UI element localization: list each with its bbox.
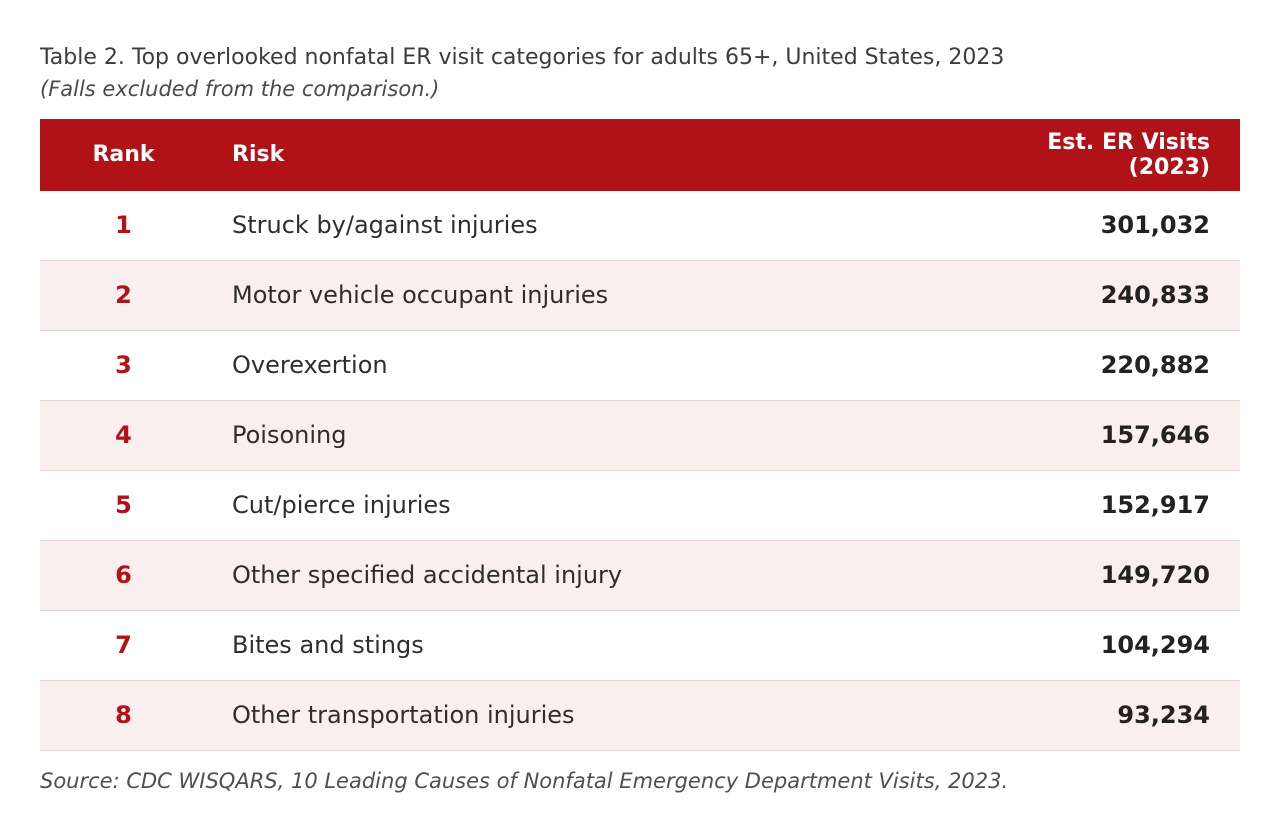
visits-cell: 149,720 [1100,561,1210,590]
rank-cell: 1 [115,211,132,240]
table-body: 1 Struck by/against injuries 301,032 2 Motor… [40,190,1240,751]
rank-cell: 8 [115,701,132,730]
rank-cell: 6 [115,561,132,590]
visits-cell: 104,294 [1100,631,1210,660]
rank-cell: 4 [115,421,132,450]
visits-cell: 220,882 [1100,351,1210,380]
source-note: Source: CDC WISQARS, 10 Leading Causes o… [40,768,1009,793]
page: Table 2. Top overlooked nonfatal ER visi… [40,45,1240,793]
table-row: 4 Poisoning 157,646 [40,400,1240,471]
table-header-row: Rank Risk Est. ER Visits (2023) [40,118,1240,191]
table-title: Table 2. Top overlooked nonfatal ER visi… [40,45,1005,70]
table-row: 1 Struck by/against injuries 301,032 [40,190,1240,261]
table-row: 5 Cut/pierce injuries 152,917 [40,470,1240,541]
column-header-rank: Rank [92,142,155,168]
risk-cell: Bites and stings [232,631,424,660]
column-header-visits: Est. ER Visits (2023) [1047,129,1210,180]
risk-cell: Overexertion [232,351,388,380]
table-row: 2 Motor vehicle occupant injuries 240,833 [40,260,1240,331]
rank-cell: 5 [115,491,132,520]
risk-cell: Motor vehicle occupant injuries [232,281,609,310]
visits-cell: 301,032 [1100,211,1210,240]
table-row: 7 Bites and stings 104,294 [40,610,1240,681]
table-row: 6 Other specified accidental injury 149,72… [40,540,1240,611]
column-header-risk: Risk [232,142,285,168]
table-subtitle: (Falls excluded from the comparison.) [40,76,440,101]
visits-cell: 93,234 [1117,701,1210,730]
visits-cell: 157,646 [1100,421,1210,450]
visits-cell: 240,833 [1100,281,1210,310]
er-visits-table: Rank Risk Est. ER Visits (2023) 1 Struck … [40,118,1240,751]
rank-cell: 7 [115,631,132,660]
risk-cell: Other specified accidental injury [232,561,623,590]
risk-cell: Struck by/against injuries [232,211,538,240]
table-row: 8 Other transportation injuries 93,234 [40,680,1240,751]
table-row: 3 Overexertion 220,882 [40,330,1240,401]
visits-cell: 152,917 [1100,491,1210,520]
rank-cell: 2 [115,281,132,310]
risk-cell: Cut/pierce injuries [232,491,451,520]
rank-cell: 3 [115,351,132,380]
risk-cell: Poisoning [232,421,347,450]
risk-cell: Other transportation injuries [232,701,575,730]
